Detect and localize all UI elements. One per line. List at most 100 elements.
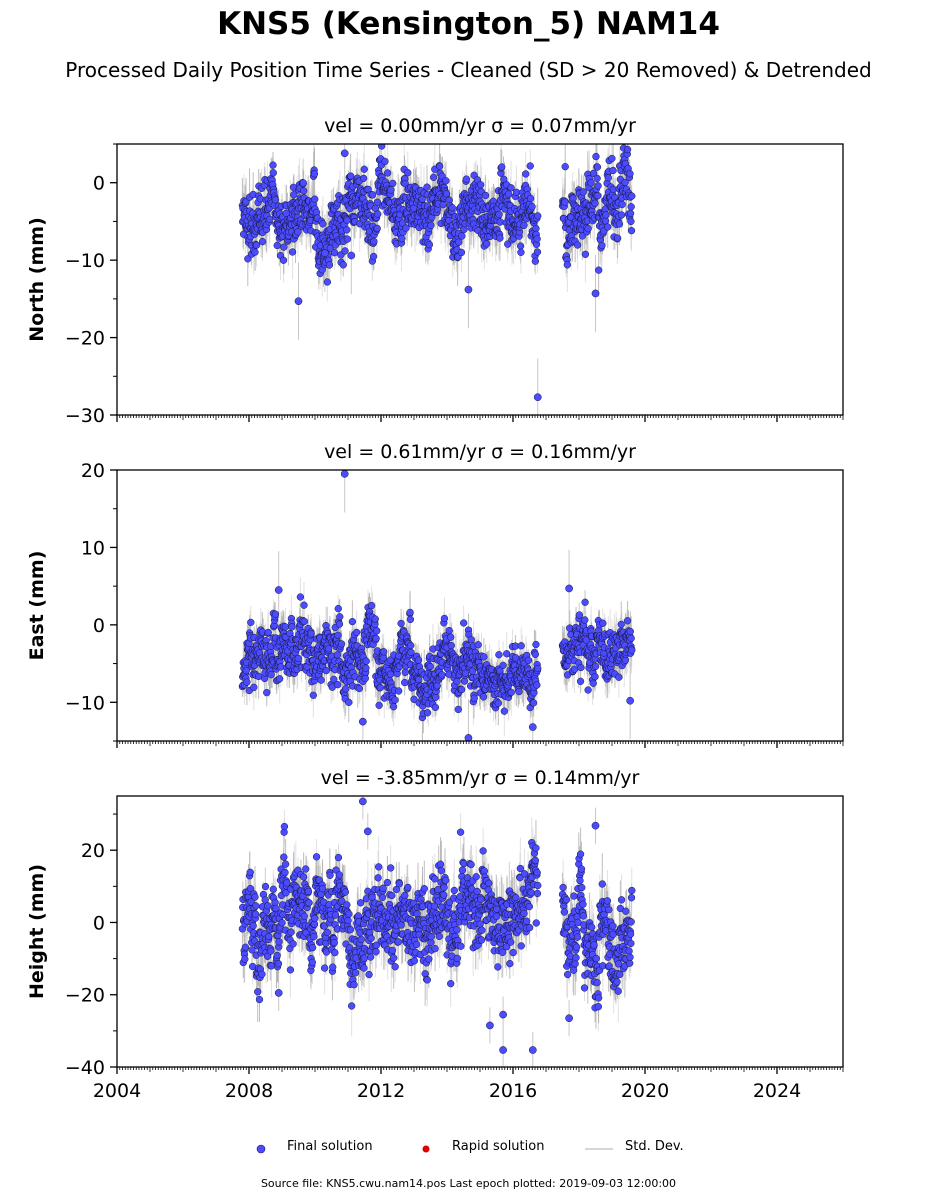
data-point	[495, 210, 503, 219]
data-point	[296, 593, 305, 601]
data-point	[627, 227, 636, 235]
data-point	[594, 182, 602, 190]
data-point	[423, 709, 432, 717]
data-point	[317, 676, 325, 684]
data-point	[534, 664, 542, 673]
data-point	[435, 162, 444, 170]
data-point	[504, 190, 513, 198]
data-point	[360, 174, 368, 182]
data-point	[401, 678, 409, 687]
outlier-point	[294, 297, 303, 306]
data-point	[279, 256, 288, 264]
data-point	[529, 699, 538, 707]
data-point	[325, 645, 333, 653]
data-point	[609, 166, 617, 175]
data-point	[330, 249, 339, 257]
data-point	[242, 666, 250, 675]
data-point	[342, 685, 350, 693]
data-point	[267, 671, 275, 679]
data-point	[495, 651, 503, 659]
data-point	[627, 203, 635, 211]
data-point	[352, 628, 361, 637]
data-point	[337, 640, 346, 648]
data-point	[362, 657, 370, 665]
data-point	[300, 617, 308, 626]
data-point	[507, 184, 515, 192]
data-point	[355, 684, 363, 693]
data-point	[628, 192, 636, 200]
data-point	[299, 187, 308, 195]
data-point	[480, 653, 488, 661]
data-point	[447, 633, 455, 641]
data-point	[345, 698, 353, 707]
data-point	[300, 601, 308, 609]
data-point	[336, 613, 344, 621]
data-point	[593, 163, 602, 171]
data-point	[457, 685, 466, 694]
data-point	[335, 620, 344, 628]
data-point	[592, 152, 600, 161]
data-point	[507, 688, 515, 697]
data-point	[360, 165, 368, 173]
data-point	[627, 217, 635, 226]
data-point	[348, 617, 357, 626]
data-point	[343, 226, 351, 234]
data-point	[526, 194, 535, 203]
data-point	[515, 687, 523, 696]
data-point	[618, 200, 626, 209]
data-point	[375, 701, 383, 709]
data-point	[258, 237, 267, 246]
data-point	[458, 232, 466, 240]
data-point	[266, 215, 274, 224]
data-point	[563, 671, 572, 679]
data-point	[604, 223, 612, 231]
data-point	[589, 169, 598, 177]
data-point	[483, 240, 491, 248]
final-solution-points	[238, 144, 636, 402]
data-point	[604, 174, 612, 182]
data-point	[288, 623, 296, 631]
data-point	[425, 240, 434, 249]
data-point	[343, 235, 352, 243]
data-point	[276, 675, 284, 683]
y-tick-label: −30	[65, 405, 105, 427]
data-point	[533, 235, 541, 243]
data-point	[531, 650, 539, 659]
data-point	[526, 162, 534, 170]
data-point	[440, 614, 449, 623]
data-point	[584, 225, 592, 233]
data-point	[563, 261, 571, 269]
data-point	[373, 198, 382, 206]
std-dev-bars	[241, 144, 633, 415]
data-point	[429, 173, 438, 181]
data-point	[280, 243, 288, 251]
data-point	[309, 691, 317, 699]
data-point	[269, 169, 277, 177]
outlier-point	[464, 285, 473, 294]
data-point	[445, 626, 453, 635]
data-point	[516, 242, 525, 250]
data-point	[595, 266, 603, 274]
data-point	[334, 604, 342, 613]
data-point	[532, 640, 540, 649]
final-solution-points	[238, 470, 636, 741]
data-point	[474, 641, 482, 649]
panel-north: vel = 0.00mm/yr σ = 0.07mm/yr North (mm) 0…	[26, 115, 844, 427]
data-point	[626, 209, 635, 218]
data-point	[455, 238, 463, 246]
data-point	[406, 615, 415, 624]
data-point	[439, 200, 447, 209]
data-point	[573, 241, 582, 249]
data-point	[273, 241, 281, 250]
data-point	[447, 641, 455, 650]
data-point	[461, 669, 470, 677]
outlier-point	[340, 149, 349, 158]
data-point	[613, 234, 622, 242]
y-axis-label: North (mm)	[26, 217, 48, 342]
data-point	[347, 172, 355, 180]
data-point	[587, 179, 595, 187]
data-point	[460, 225, 468, 234]
data-point	[460, 619, 468, 627]
panel-title: vel = 0.00mm/yr σ = 0.07mm/yr	[324, 115, 636, 137]
